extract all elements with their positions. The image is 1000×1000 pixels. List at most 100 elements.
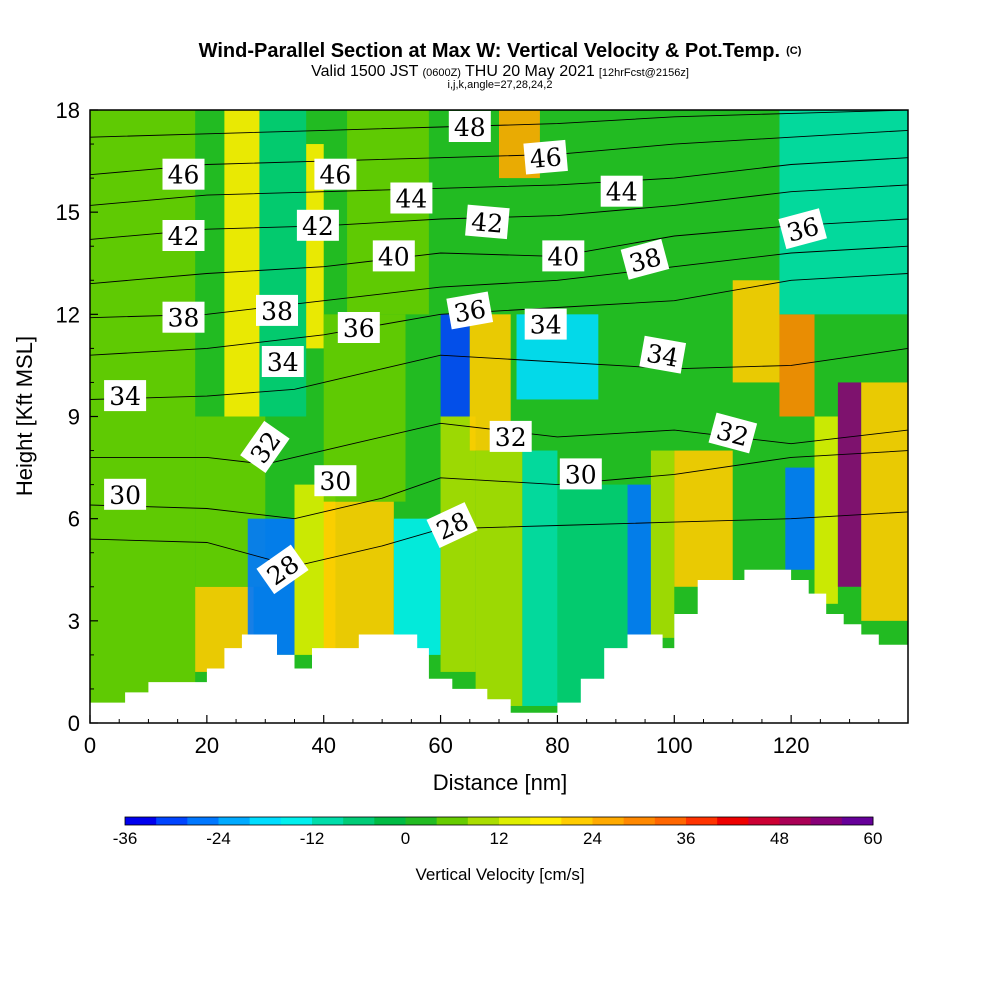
contour-label-text: 44: [395, 185, 427, 214]
colorbar-swatch: [343, 817, 375, 825]
contour-label-text: 42: [168, 222, 200, 251]
colorbar-swatch: [779, 817, 812, 825]
x-axis: 0 20 40 60 80 100 120: [84, 715, 880, 758]
velocity-cell: [90, 110, 196, 723]
contour-label: 46: [162, 158, 205, 190]
contour-line-36: [90, 273, 908, 356]
velocity-cell: [224, 110, 260, 417]
y-tick-label: 9: [68, 405, 80, 430]
colorbar-swatch: [187, 817, 219, 825]
y-tick-label: 3: [68, 609, 80, 634]
contour-label: 30: [559, 458, 602, 490]
contour-label: 34: [261, 346, 304, 377]
contour-label-text: 42: [302, 212, 334, 241]
velocity-cell: [306, 144, 324, 349]
colorbar-tick-label: 0: [401, 829, 410, 848]
contour-label-text: 36: [343, 314, 375, 343]
colorbar-tick-label: 36: [677, 829, 696, 848]
y-tick-label: 15: [56, 200, 80, 225]
contour-label-text: 32: [495, 423, 527, 452]
colorbar-swatch: [405, 817, 438, 825]
contour-line-30: [90, 450, 908, 520]
contour-label: 38: [620, 238, 670, 280]
contour-line-44: [90, 157, 908, 206]
contour-label: 40: [542, 240, 585, 272]
x-tick-label: 120: [773, 733, 810, 758]
colorbar-swatch: [717, 817, 749, 825]
contour-label-text: 46: [529, 142, 563, 174]
x-tick-label: 80: [545, 733, 569, 758]
velocity-cell: [779, 110, 908, 315]
colorbar-swatch: [561, 817, 593, 825]
x-tick-label: 40: [311, 733, 335, 758]
contour-label-text: 34: [644, 339, 680, 373]
x-tick-label: 100: [656, 733, 693, 758]
y-tick-label: 18: [56, 98, 80, 123]
velocity-cell: [650, 450, 675, 638]
contour-label-text: 34: [267, 348, 299, 377]
colorbar-swatch: [467, 817, 500, 825]
x-tick-label: 20: [195, 733, 219, 758]
velocity-cell: [732, 280, 780, 383]
velocity-cell: [814, 416, 838, 604]
colorbar-swatch: [592, 817, 625, 825]
colorbar-tick-label: 24: [583, 829, 602, 848]
contour-label: 42: [465, 204, 510, 240]
velocity-cell: [522, 450, 558, 706]
y-tick-label: 6: [68, 507, 80, 532]
colorbar-swatch: [249, 817, 282, 825]
colorbar-swatch: [530, 817, 562, 825]
colorbar-tick-label: 12: [490, 829, 509, 848]
colorbar-swatch: [374, 817, 406, 825]
contour-label-text: 42: [470, 207, 504, 239]
contour-label-text: 40: [547, 242, 579, 271]
chart-title: Wind-Parallel Section at Max W: Vertical…: [199, 40, 802, 62]
contour-line-40: [90, 218, 908, 285]
colorbar-frame: [124, 816, 874, 826]
contour-label: 34: [524, 308, 567, 340]
y-axis: 0 3 6 9 12 15 18: [56, 98, 98, 736]
contour-label-text: 30: [319, 467, 351, 496]
contour-label-text: 44: [606, 178, 638, 207]
colorbar-swatch: [841, 817, 874, 825]
x-tick-label: 60: [428, 733, 452, 758]
contour-label-text: 30: [565, 460, 597, 489]
contour-label: 34: [639, 335, 687, 374]
potential-temperature-contours: [90, 110, 908, 567]
colorbar-swatch: [156, 817, 188, 825]
contour-label-text: 36: [452, 294, 488, 328]
velocity-cell: [440, 314, 470, 417]
contour-label: 44: [390, 182, 433, 214]
colorbar-swatch: [218, 817, 251, 825]
contour-line-48: [90, 110, 908, 138]
contour-label: 38: [256, 294, 298, 326]
contour-label-text: 38: [168, 304, 200, 333]
colorbar-tick-label: 48: [770, 829, 789, 848]
contour-label: 44: [600, 175, 643, 207]
y-tick-label: 12: [56, 302, 80, 327]
contour-label: 46: [314, 158, 357, 190]
contour-label-text: 48: [454, 113, 486, 142]
contour-label: 42: [296, 209, 339, 241]
contour-label-text: 46: [319, 161, 351, 190]
contour-label-text: 38: [261, 297, 293, 326]
contour-label: 48: [448, 111, 491, 142]
colorbar-swatch: [499, 817, 531, 825]
terrain: [90, 569, 908, 723]
contour-label: 36: [337, 312, 380, 343]
contour-label: 36: [446, 291, 494, 330]
contour-label: 46: [523, 139, 568, 175]
contour-line-46: [90, 129, 908, 176]
contour-label: 30: [314, 465, 357, 497]
colorbar-tick-label: -24: [206, 829, 231, 848]
colorbar-swatch: [623, 817, 656, 825]
velocity-cell: [674, 450, 733, 587]
y-axis-label: Height [Kft MSL]: [12, 336, 37, 496]
contour-label: 30: [104, 478, 147, 510]
contour-label: 38: [162, 301, 205, 333]
velocity-cell: [861, 382, 908, 621]
contour-label: 40: [372, 240, 415, 272]
contour-label: 32: [489, 420, 532, 452]
